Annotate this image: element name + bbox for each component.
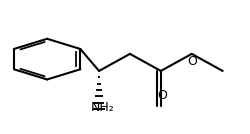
Text: O: O	[187, 55, 197, 68]
Text: NH₂: NH₂	[90, 101, 114, 114]
Text: O: O	[157, 89, 167, 102]
